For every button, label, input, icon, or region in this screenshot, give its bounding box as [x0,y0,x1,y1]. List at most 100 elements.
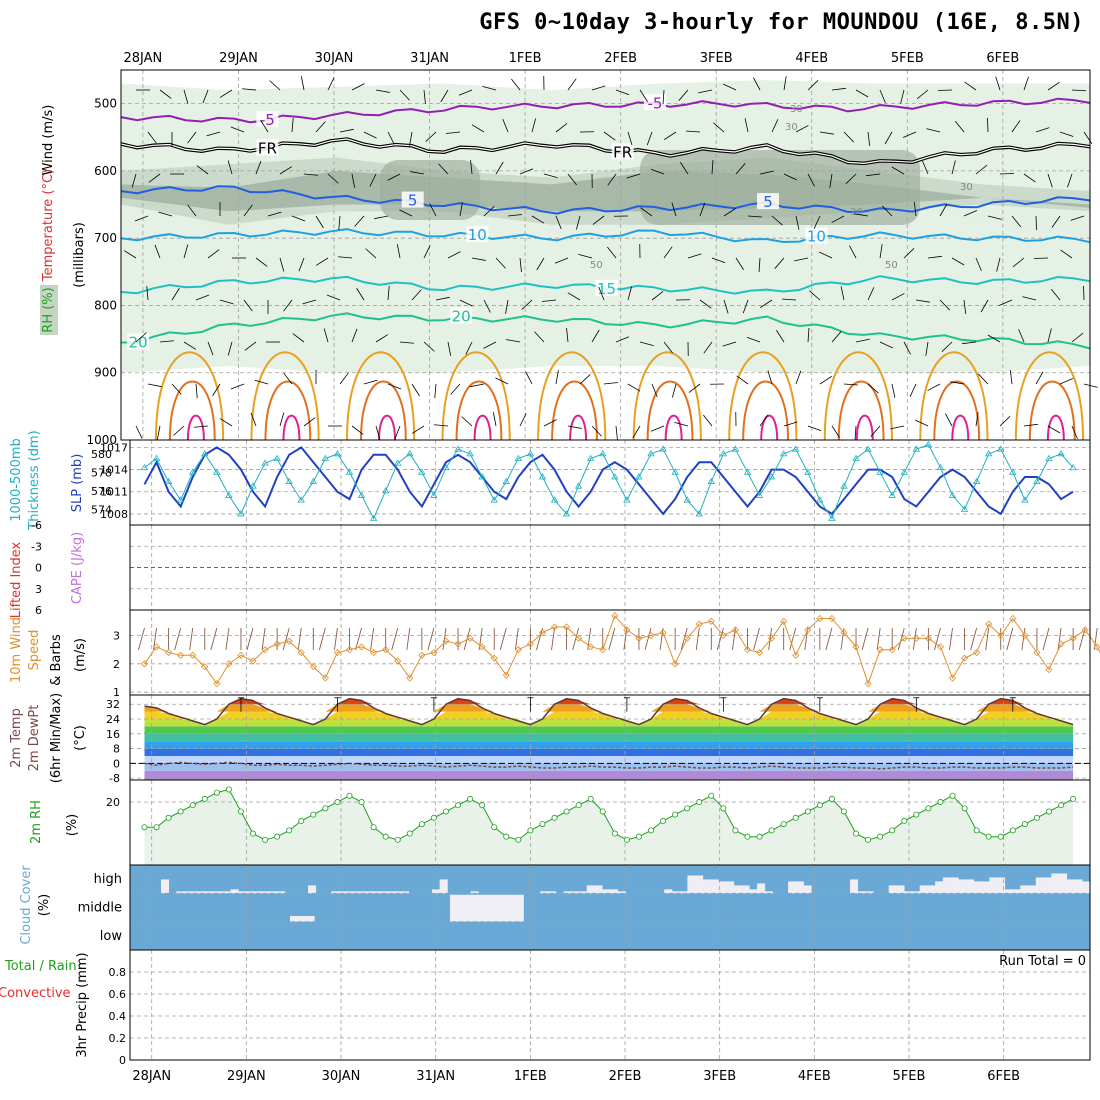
wind-barb [615,425,618,440]
wind-barb [459,202,463,217]
wind-barb [387,131,395,145]
cloud-high-bar [160,879,170,894]
wind-barb [483,341,497,349]
cloud-high-bar [563,891,572,894]
wind-barb [255,257,268,267]
wind10m-marker [1069,634,1077,642]
wind-barb [146,286,149,301]
wind-barb [423,89,426,104]
wind-barb [626,173,641,179]
rh2m-marker [286,827,293,834]
ylabel-wind: Wind (m/s) [41,105,56,176]
wind-barb [607,246,617,259]
rh2m-area [144,789,1074,865]
wind-barb [159,340,174,343]
wind-barb [1047,328,1052,343]
isotherm-label: -5 [260,111,275,129]
wind10m-marker [924,634,932,642]
wind-barb [327,77,335,91]
temp-band [144,756,1074,764]
wind10m-barb [572,627,580,651]
wind-barb [819,376,832,385]
cloud-high-bar [602,889,611,894]
wind-barb [977,373,989,385]
cloud-high-bar [1082,881,1091,894]
wind-barb [879,244,883,259]
wind-barb [598,286,605,301]
wind10m-marker [538,629,547,637]
wind-barb [639,341,654,347]
wind-barb [555,123,568,133]
wind-barb [492,412,497,427]
temp-tick: -8 [109,772,120,785]
wind-barb [723,208,736,217]
thickness-marker [683,496,691,503]
wind-barb [703,341,713,354]
rh-contour-label: 50 [590,260,603,271]
wind-barb [615,89,630,96]
wind-barb [303,417,316,427]
thickness-marker [538,473,547,480]
wind-barb [292,333,305,343]
ylabel-rh: RH (%) [41,287,56,332]
cloud-high-bar [958,879,967,894]
thickness-marker [454,445,462,452]
wind-barb [555,215,562,230]
wind-barb [627,131,633,146]
wind-barb [603,131,616,141]
isotherm-line [120,312,1091,350]
rh2m-marker [442,808,449,815]
date-label-bottom: 30JAN [322,1069,361,1084]
wind-barb [438,163,449,175]
wind-barb [664,131,677,140]
wind-barb [995,76,1001,91]
wind-barb [903,341,911,355]
cloud-high-bar [1043,877,1052,894]
rh2m-marker [804,808,811,815]
precip-tick: 0.2 [109,1032,127,1045]
rh2m-marker [334,799,341,806]
wind10m-marker [768,634,776,642]
cloud-high-bar [1066,879,1075,894]
wind-barb [699,299,712,309]
wind-barb [410,171,425,175]
wind10m-marker [273,640,281,648]
wind-barb [470,160,473,175]
wind10m-marker [382,646,390,654]
wind-barb [867,131,871,146]
cloud-high-bar [579,891,588,894]
wind-barb [458,89,473,96]
wind-barb [650,168,665,175]
wind-barb [219,299,234,305]
thickness-marker [357,491,366,498]
wind10m-marker [563,623,571,631]
wind-barb [987,334,1001,343]
wind-barb [399,89,410,101]
wind10m-barb [261,627,266,651]
rh2m-marker [768,827,775,834]
wind-barb [703,414,713,427]
wind-barb [298,257,305,272]
cloud-high-bar [269,891,278,894]
wind-barb [902,131,917,138]
wind-barb [807,79,819,91]
slp-line [143,446,1074,516]
temp-band [144,741,1074,749]
wind-barb [483,299,491,313]
wind-barb [831,87,846,91]
wind-barb [459,299,473,307]
wind-barb [686,130,701,133]
cloud-high-bar [1074,879,1083,894]
wind-barb [511,78,521,91]
date-label-top: 31JAN [410,51,449,66]
wind10m-marker [888,646,896,654]
cloud-high-bar [277,891,286,894]
wind10m-marker [418,651,426,659]
wind-barb [891,383,896,398]
wind-barb [975,164,988,175]
pressure-tick: 500 [94,97,117,111]
wind-barb [771,119,779,133]
wind-barb [915,299,930,303]
thickness-marker [948,491,957,498]
ylabel-precip-conv: Convective [0,986,71,1001]
